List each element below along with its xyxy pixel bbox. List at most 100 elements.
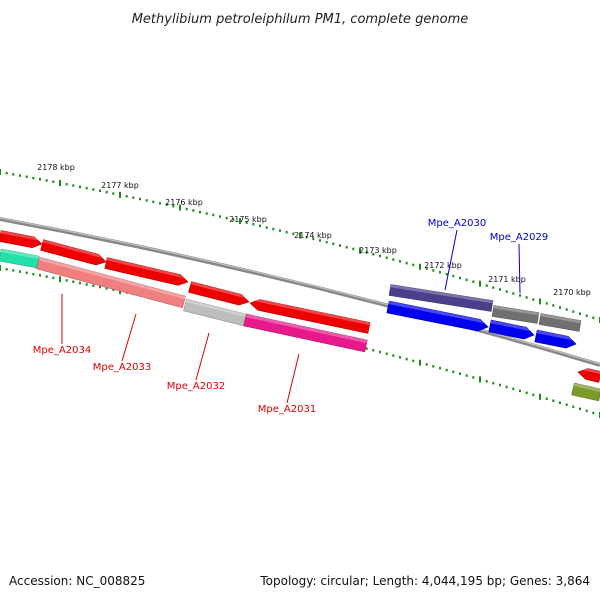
major-tick-mark [0, 265, 1, 271]
upper-tick-track [0, 169, 600, 323]
minor-tick-mark [585, 409, 588, 413]
minor-tick-mark [185, 207, 188, 211]
gene-feature-forward [0, 230, 43, 249]
minor-tick-mark [439, 271, 441, 274]
minor-tick-mark [159, 202, 161, 205]
gene-label[interactable]: Mpe_A2030 [428, 218, 486, 229]
minor-tick-mark [365, 251, 368, 254]
minor-tick-mark [565, 403, 568, 406]
minor-tick-mark [212, 213, 215, 217]
minor-tick-mark [339, 244, 341, 247]
minor-tick-mark [405, 261, 408, 265]
minor-tick-mark [525, 296, 528, 299]
minor-tick-mark [19, 270, 21, 273]
minor-tick-mark [432, 269, 435, 272]
minor-tick-mark [512, 387, 515, 391]
gene-feature-Mpe_A2031 [243, 313, 368, 353]
minor-tick-mark [85, 186, 88, 190]
minor-tick-mark [579, 407, 581, 411]
minor-tick-mark [52, 276, 55, 280]
minor-tick-mark [99, 189, 101, 193]
minor-tick-mark [472, 376, 475, 379]
minor-tick-mark [125, 195, 128, 198]
minor-tick-mark [519, 389, 521, 393]
minor-tick-mark [392, 354, 395, 357]
minor-tick-mark [165, 203, 168, 206]
minor-tick-mark [105, 287, 108, 290]
minor-tick-mark [65, 183, 68, 186]
gene-label[interactable]: Mpe_A2033 [93, 362, 151, 373]
minor-tick-mark [79, 281, 81, 285]
genome-backbone [0, 217, 600, 367]
major-tick-mark [119, 191, 121, 198]
minor-tick-mark [399, 356, 401, 359]
minor-tick-mark [12, 173, 15, 176]
minor-tick-mark [139, 197, 141, 201]
minor-tick-mark [425, 267, 428, 270]
minor-tick-mark [485, 380, 488, 383]
minor-tick-mark [485, 284, 488, 287]
minor-tick-mark [512, 292, 515, 295]
gene-label[interactable]: Mpe_A2034 [33, 345, 91, 356]
gene-feature [577, 368, 600, 383]
minor-tick-mark [19, 174, 21, 177]
minor-tick-mark [439, 366, 441, 370]
minor-tick-mark [499, 288, 501, 291]
minor-tick-mark [192, 209, 195, 212]
minor-tick-mark [412, 263, 415, 267]
minor-tick-mark [499, 383, 501, 387]
minor-tick-mark [372, 253, 375, 256]
major-tick-mark [59, 180, 61, 186]
gene-feature-Mpe_A2033 [36, 256, 186, 309]
minor-tick-mark [372, 349, 375, 352]
minor-tick-mark [199, 210, 201, 214]
minor-tick-mark [345, 246, 348, 249]
minor-tick-mark [5, 268, 8, 271]
tick-label: 2174 kbp [294, 231, 332, 240]
minor-tick-mark [545, 302, 548, 305]
minor-tick-mark [552, 399, 555, 402]
minor-tick-mark [25, 175, 28, 178]
minor-tick-mark [85, 283, 88, 286]
minor-tick-mark [99, 285, 101, 289]
minor-tick-mark [25, 271, 28, 275]
genome-summary-text: Topology: circular; Length: 4,044,195 bp… [260, 574, 590, 588]
minor-tick-mark [52, 180, 55, 183]
minor-tick-mark [472, 280, 475, 283]
minor-tick-mark [392, 258, 395, 261]
minor-tick-mark [32, 272, 35, 276]
minor-tick-mark [72, 280, 75, 283]
major-tick-mark [299, 232, 301, 239]
minor-tick-mark [332, 242, 335, 246]
minor-tick-mark [452, 274, 455, 278]
gene-feature [571, 382, 600, 402]
major-tick-mark [59, 276, 61, 283]
minor-tick-mark [425, 363, 428, 366]
minor-tick-mark [12, 269, 15, 272]
minor-tick-mark [39, 274, 41, 277]
minor-tick-mark [385, 352, 388, 355]
leader-line [286, 353, 300, 404]
minor-tick-mark [525, 391, 528, 395]
leader-line [195, 332, 210, 381]
major-tick-mark [479, 376, 481, 383]
gene-feature-forward [188, 281, 250, 306]
minor-tick-mark [292, 232, 295, 236]
major-tick-mark [359, 247, 361, 254]
minor-tick-mark [519, 294, 521, 297]
minor-tick-mark [365, 347, 368, 350]
gene-feature-blue [386, 300, 489, 332]
minor-tick-mark [445, 272, 448, 276]
minor-tick-mark [459, 372, 461, 375]
minor-tick-mark [505, 290, 508, 293]
gene-label[interactable]: Mpe_A2029 [490, 232, 548, 243]
minor-tick-mark [45, 179, 48, 182]
minor-tick-mark [172, 204, 175, 208]
gene-label[interactable]: Mpe_A2031 [258, 404, 316, 415]
minor-tick-mark [325, 240, 328, 244]
gene-label[interactable]: Mpe_A2032 [167, 381, 225, 392]
minor-tick-mark [72, 184, 75, 187]
minor-tick-mark [219, 215, 221, 218]
major-tick-mark [539, 393, 541, 400]
minor-tick-mark [225, 216, 228, 220]
